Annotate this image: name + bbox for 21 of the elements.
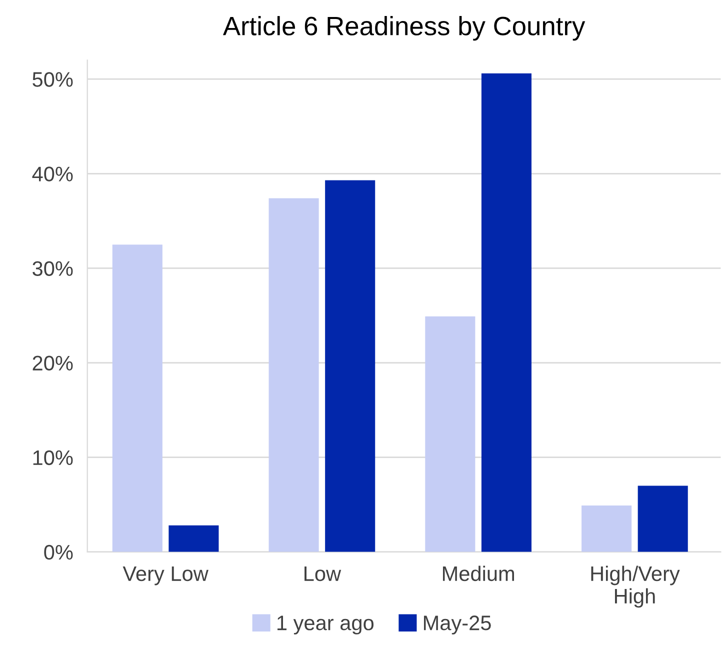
- bar: [168, 525, 219, 552]
- bar: [268, 198, 319, 552]
- bar: [481, 73, 532, 552]
- legend-label: May-25: [424, 616, 491, 634]
- x-tick-label: High/Very High: [591, 566, 680, 608]
- y-tick-label: 50%: [32, 72, 73, 87]
- y-tick-label: 20%: [32, 356, 73, 371]
- y-tick-label: 40%: [32, 166, 73, 182]
- bar: [582, 506, 632, 552]
- y-tick-label: 0%: [44, 544, 73, 560]
- chart-title: Article 6 Readiness by Country: [222, 16, 586, 41]
- bar: [325, 180, 376, 552]
- y-tick-label: 30%: [32, 261, 73, 276]
- bar: [425, 316, 476, 552]
- y-tick-label: 10%: [33, 450, 73, 466]
- x-tick-label: Very Low: [122, 566, 208, 586]
- legend-label: 1 year ago: [278, 616, 374, 634]
- bar: [638, 486, 688, 552]
- x-tick-label: Low: [304, 566, 342, 582]
- bar: [112, 244, 162, 552]
- x-tick-label: Medium: [442, 566, 514, 582]
